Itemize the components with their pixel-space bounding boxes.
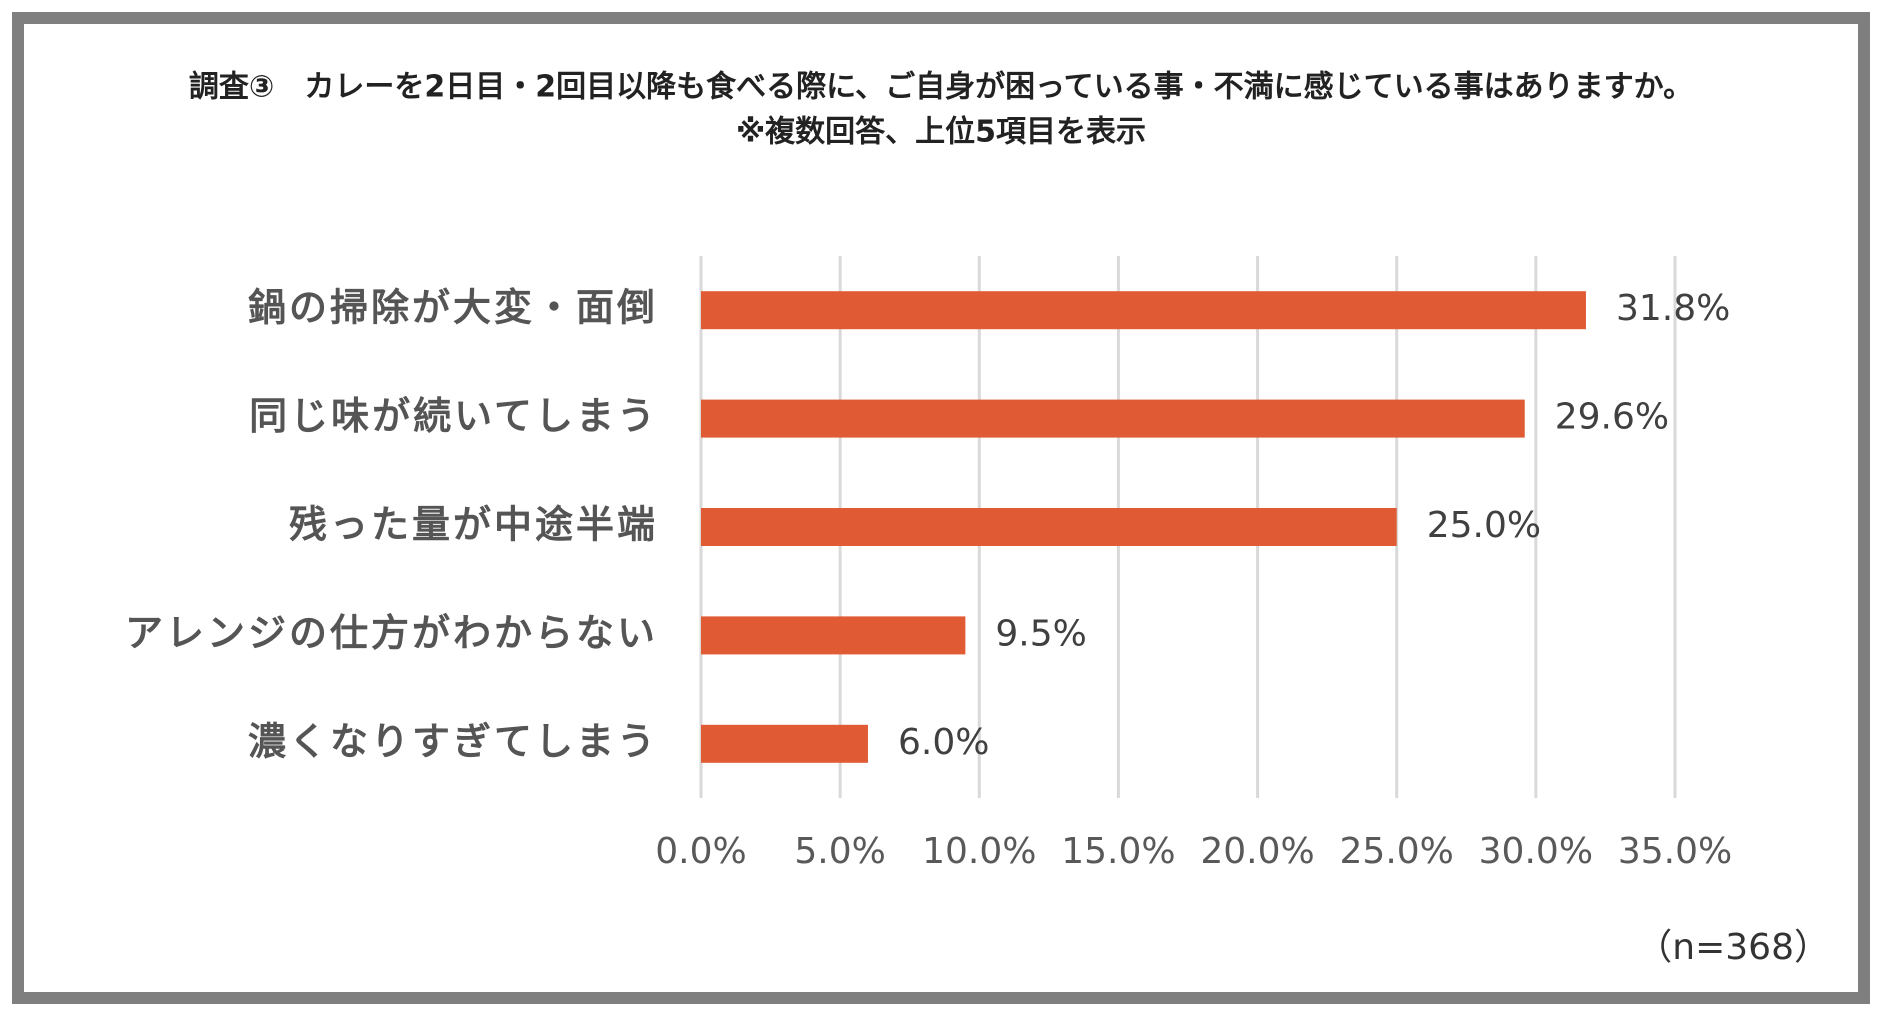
x-tick-label: 25.0%	[1340, 831, 1454, 872]
chart-subtitle: ※複数回答、上位5項目を表示	[736, 115, 1146, 150]
x-tick-label: 15.0%	[1061, 831, 1175, 872]
data-label: 29.6%	[1555, 397, 1669, 438]
x-tick-label: 30.0%	[1479, 831, 1593, 872]
data-label: 9.5%	[995, 613, 1086, 654]
y-tick-label: 鍋の掃除が大変・面倒	[248, 286, 658, 330]
data-label: 25.0%	[1427, 505, 1541, 546]
y-tick-label: アレンジの仕方がわからない	[125, 611, 658, 655]
chart-title: 調査③ カレーを2日目・2回目以降も食べる際に、ご自身が困っている事・不満に感じ…	[189, 70, 1693, 105]
y-tick-label: 同じ味が続いてしまう	[249, 394, 658, 438]
bar	[701, 616, 966, 655]
data-label: 6.0%	[898, 722, 989, 763]
bar	[701, 508, 1397, 546]
x-tick-label: 10.0%	[922, 831, 1036, 872]
x-tick-label: 0.0%	[655, 831, 746, 872]
y-tick-label: 残った量が中途半端	[289, 503, 658, 547]
bar	[701, 724, 868, 763]
data-label: 31.8%	[1616, 288, 1730, 329]
y-tick-label: 濃くなりすぎてしまう	[248, 719, 658, 763]
bar	[701, 399, 1525, 438]
x-tick-label: 5.0%	[794, 831, 885, 872]
x-tick-label: 20.0%	[1200, 831, 1314, 872]
x-tick-label: 35.0%	[1618, 831, 1732, 872]
sample-note: （n=368）	[1636, 927, 1830, 968]
bar	[701, 291, 1586, 330]
